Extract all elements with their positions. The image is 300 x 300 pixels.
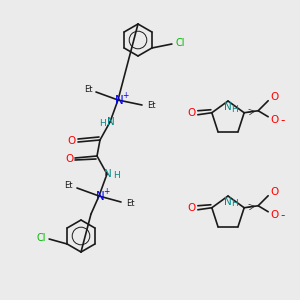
Text: O: O [270,187,278,197]
Text: Cl: Cl [36,233,46,243]
Text: H: H [112,172,119,181]
Text: -: - [280,114,284,127]
Text: Et: Et [147,101,155,110]
Text: O: O [270,210,278,220]
Text: O: O [270,115,278,125]
Text: O: O [188,108,196,118]
Text: +: + [103,187,109,196]
Text: N: N [107,117,115,127]
Text: H: H [100,118,106,127]
Text: N: N [96,190,104,203]
Text: Et: Et [84,85,92,94]
Text: O: O [270,92,278,102]
Text: N: N [115,94,123,107]
Text: Et: Et [126,199,134,208]
Text: N: N [104,169,112,179]
Text: N: N [224,197,232,207]
Text: +: + [122,91,128,100]
Text: Et: Et [64,181,72,190]
Text: H: H [232,104,238,113]
Text: O: O [68,136,76,146]
Text: O: O [65,154,73,164]
Text: H: H [232,200,238,208]
Text: -: - [280,209,284,222]
Text: Cl: Cl [175,38,184,48]
Text: O: O [188,203,196,213]
Text: N: N [224,102,232,112]
